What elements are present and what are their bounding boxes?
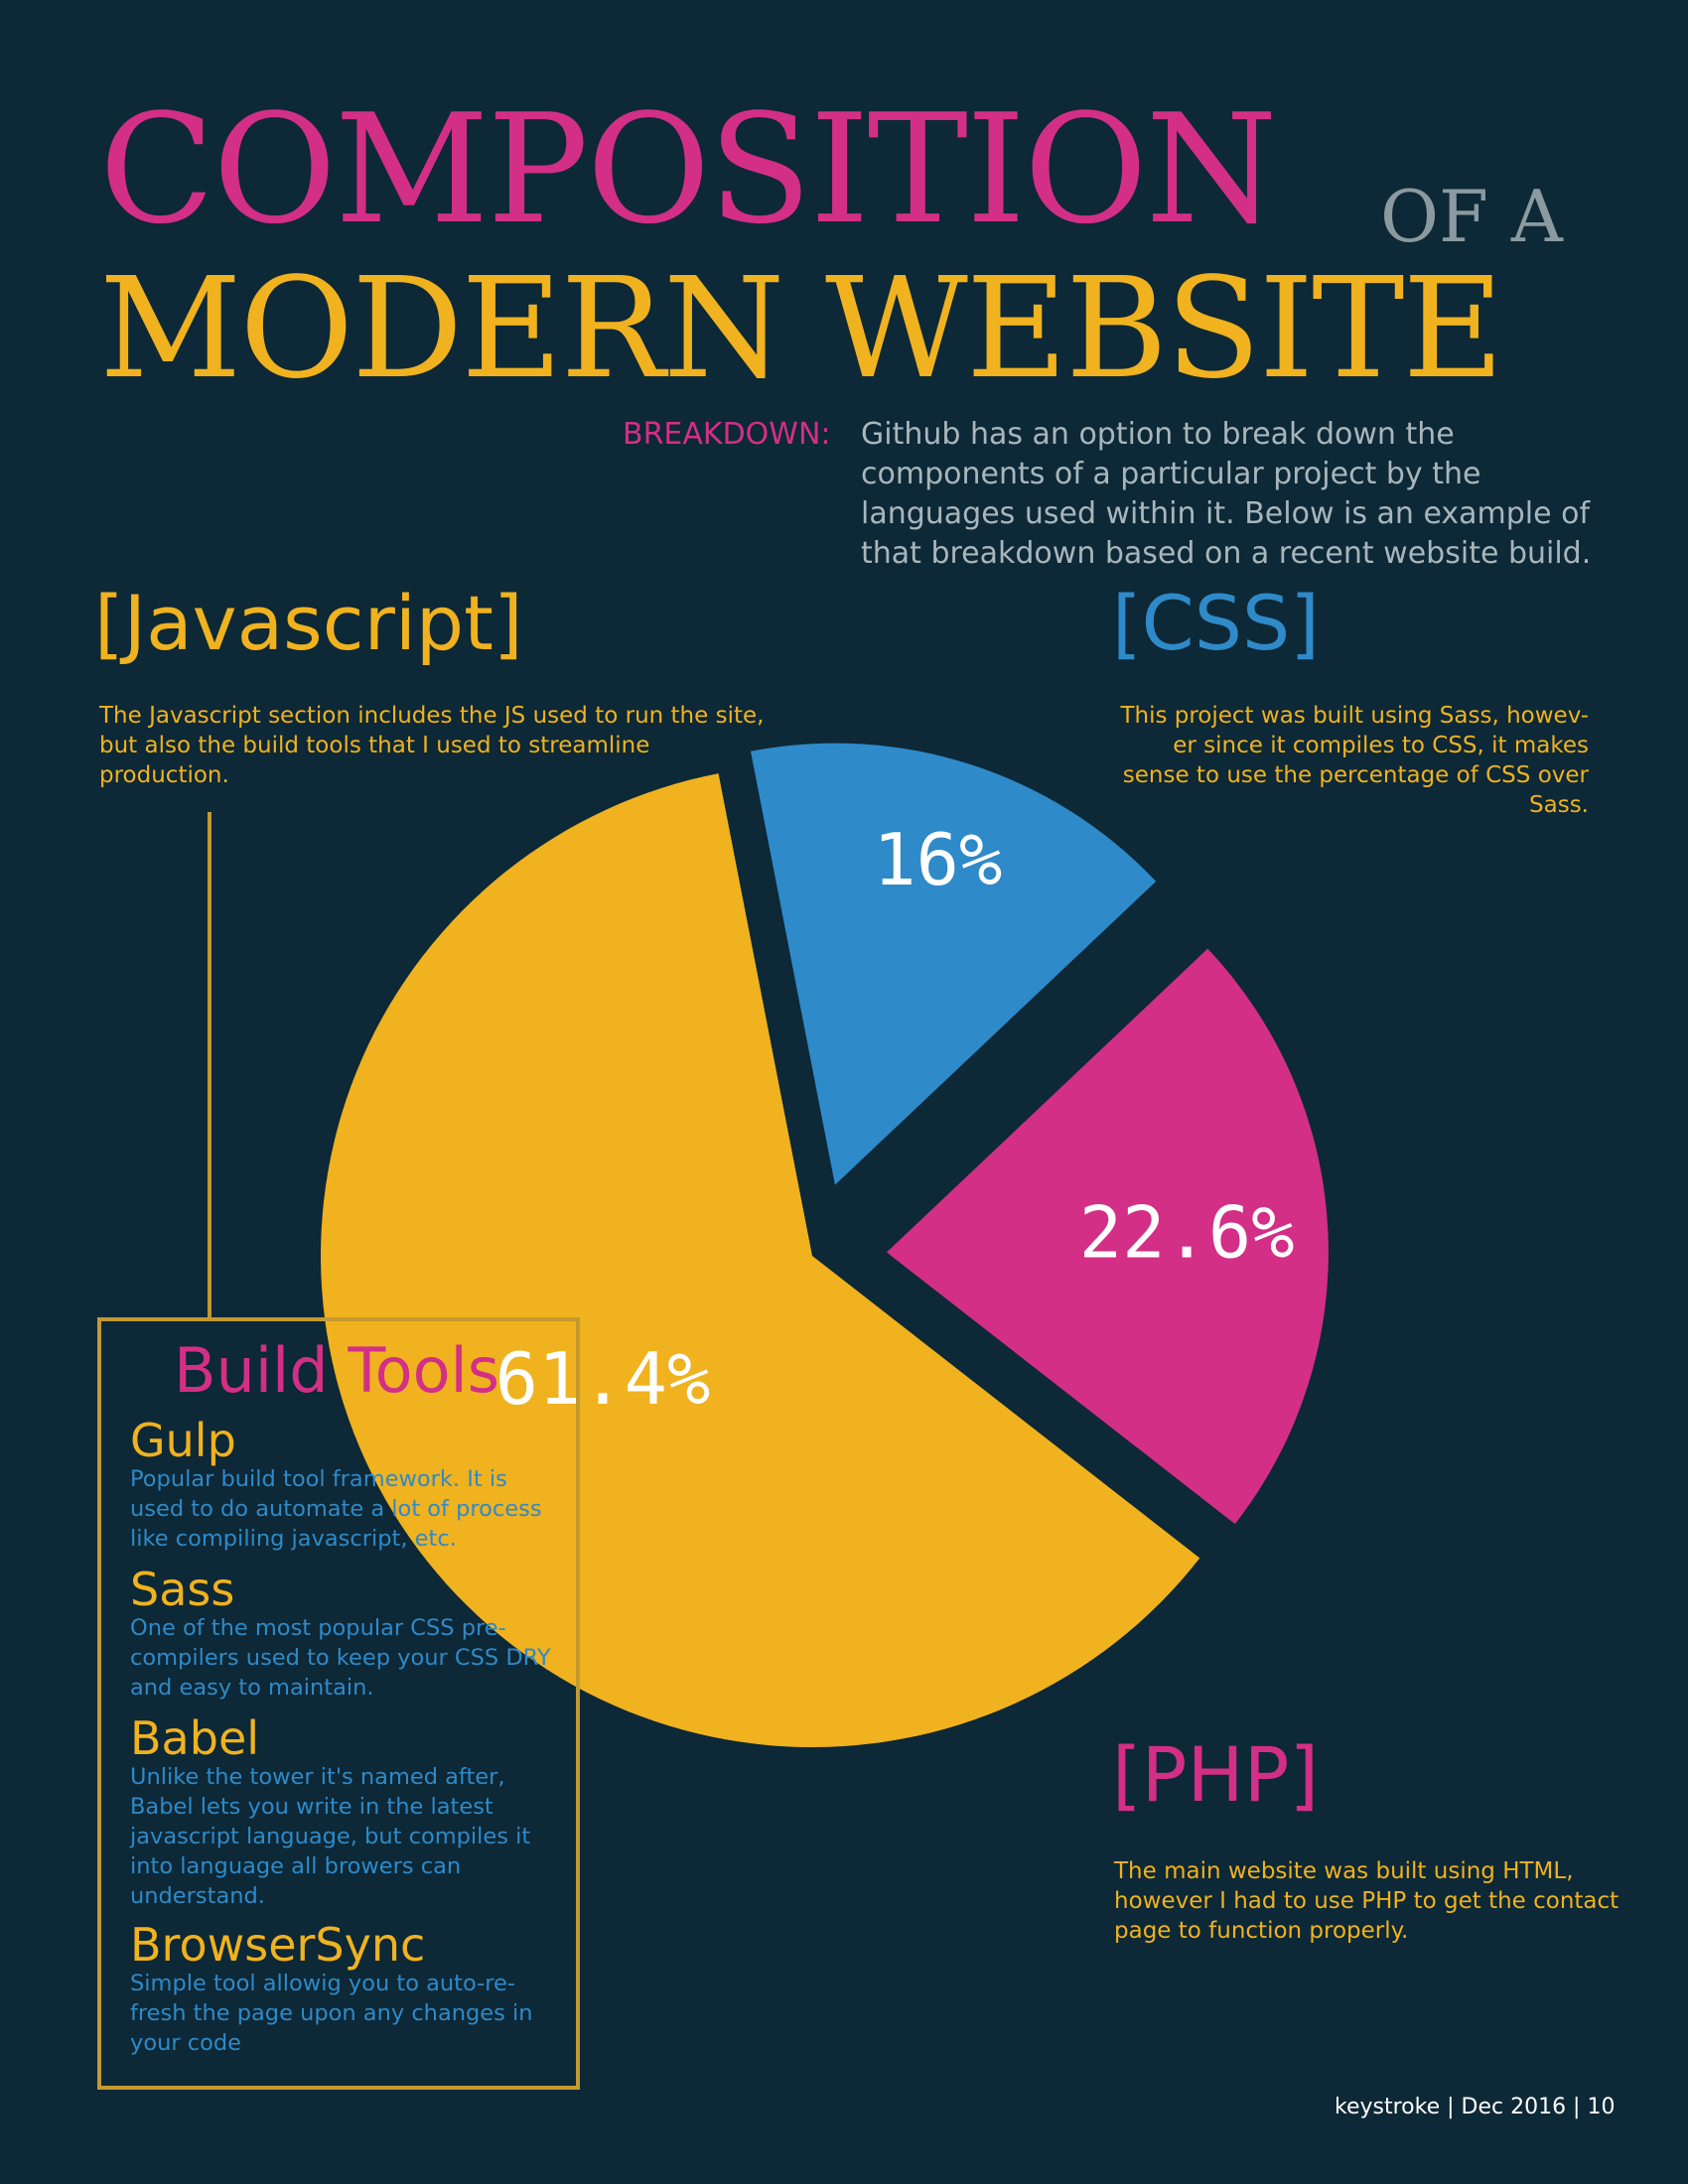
tool-desc-sass: One of the most popular CSS pre-compiler… (130, 1615, 551, 1701)
tool-name-gulp: Gulp (130, 1414, 236, 1467)
tool-desc-babel: Unlike the tower it's named after, Babel… (130, 1764, 531, 1909)
title-of-a: OF A (1380, 175, 1563, 258)
tool-name-browsersync: BrowserSync (130, 1918, 426, 1972)
footer: keystroke | Dec 2016 | 10 (1335, 2095, 1616, 2119)
pie-label-javascript: 61.4% (495, 1337, 711, 1421)
javascript-description: The Javascript section includes the JS u… (99, 703, 765, 788)
pie-label-php: 22.6% (1079, 1191, 1295, 1275)
tool-desc-browsersync: Simple tool allowig you to auto-re-fresh… (130, 1971, 533, 2056)
tool-desc-gulp: Popular build tool framework. It is used… (130, 1466, 542, 1552)
pie-slice-css (751, 743, 1157, 1185)
tool-name-sass: Sass (130, 1563, 235, 1616)
title-line-2: MODERN WEBSITE (99, 248, 1504, 410)
breakdown-label: BREAKDOWN: (623, 417, 831, 452)
pie-slice-javascript (320, 773, 1200, 1747)
breakdown-text: Github has an option to break down the c… (861, 417, 1592, 571)
pie-label-css: 16% (873, 818, 1002, 901)
build-tools-title: Build Tools (174, 1334, 500, 1407)
css-description: This project was built using Sass, howev… (1120, 703, 1589, 818)
php-description: The main website was built using HTML, h… (1114, 1858, 1619, 1944)
pie-slice-php (886, 948, 1329, 1525)
tool-name-babel: Babel (130, 1711, 260, 1765)
build-tools-box (97, 1317, 580, 2090)
title-line-1: COMPOSITION (99, 81, 1278, 257)
javascript-title: [Javascript] (94, 579, 523, 667)
css-title: [CSS] (1112, 579, 1320, 667)
php-title: [PHP] (1112, 1730, 1320, 1819)
